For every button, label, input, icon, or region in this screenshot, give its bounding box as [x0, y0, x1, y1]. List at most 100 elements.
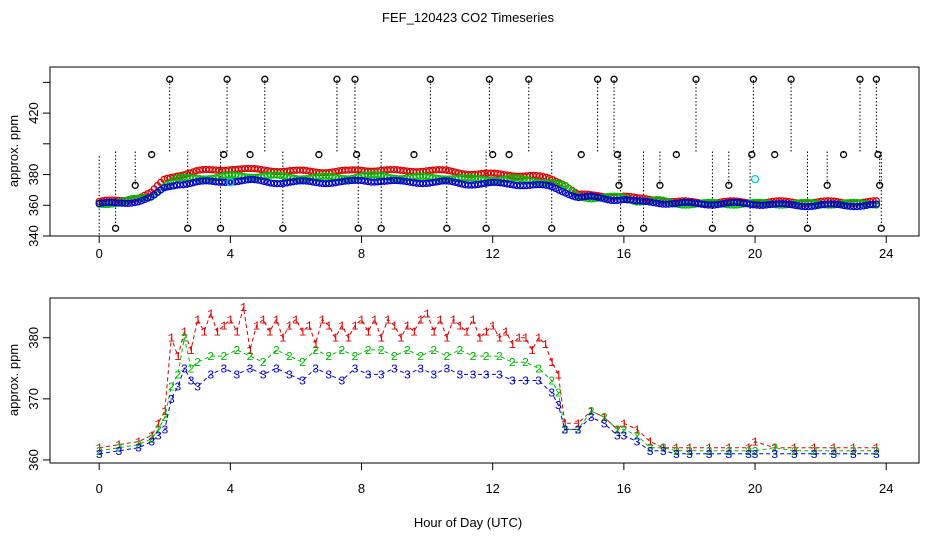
- bottom-point-label-1: 1: [115, 439, 122, 453]
- bottom-point-label-1: 1: [227, 313, 234, 327]
- bottom-point-label-1: 1: [437, 313, 444, 327]
- top-point-1: [306, 167, 314, 175]
- bottom-point-label-2: 2: [161, 411, 168, 425]
- bottom-point-label-3: 3: [207, 368, 214, 382]
- bottom-point-label-3: 3: [148, 436, 155, 450]
- bottom-point-label-3: 3: [135, 442, 142, 456]
- bottom-point-label-3: 3: [810, 448, 817, 462]
- bottom-point-label-3: 3: [338, 375, 345, 389]
- bottom-point-label-2: 2: [601, 411, 608, 425]
- top-plot-frame: [49, 66, 920, 237]
- bottom-point-label-2: 2: [391, 350, 398, 364]
- bottom-point-label-1: 1: [384, 313, 391, 327]
- spike-point: [639, 224, 648, 232]
- spike-point: [548, 224, 556, 232]
- top-panel: 0 4 8 12 16 20 24 340 360 380 420 approx. ppm: [6, 66, 920, 261]
- top-point-1: [302, 166, 311, 175]
- bottom-point-label-1: 1: [200, 326, 207, 340]
- spike-point: [351, 75, 359, 83]
- bottom-point-label-2: 2: [555, 387, 562, 401]
- spike-point: [749, 75, 758, 83]
- bottom-point-label-2: 2: [325, 350, 332, 364]
- top-x-tick-label: 0: [96, 246, 103, 261]
- bottom-point-label-2: 2: [660, 442, 667, 456]
- bottom-point-label-1: 1: [791, 442, 798, 456]
- bottom-line-2: [99, 337, 877, 452]
- bottom-point-label-3: 3: [791, 448, 798, 462]
- bottom-point-label-3: 3: [469, 368, 476, 382]
- bottom-point-label-1: 1: [443, 332, 450, 346]
- bottom-point-label-3: 3: [522, 375, 529, 389]
- top-point-3: [506, 180, 515, 189]
- bottom-point-label-1: 1: [404, 320, 411, 334]
- bottom-point-label-2: 2: [686, 445, 693, 459]
- top-point-3: [565, 190, 573, 199]
- bottom-point-label-1: 1: [660, 442, 667, 456]
- bottom-point-label-1: 1: [187, 344, 194, 358]
- bottom-point-label-1: 1: [325, 320, 332, 334]
- bottom-point-label-3: 3: [364, 368, 371, 382]
- bottom-point-label-1: 1: [646, 436, 653, 450]
- spike-point: [839, 150, 848, 159]
- spike-point: [482, 224, 490, 232]
- top-point-3: [587, 192, 596, 200]
- spike-point: [708, 224, 717, 232]
- bottom-point-label-1: 1: [587, 405, 594, 419]
- bottom-point-label-1: 1: [181, 326, 188, 340]
- top-point-3: [568, 192, 576, 200]
- top-point-3: [357, 176, 366, 185]
- bottom-point-label-1: 1: [496, 332, 503, 346]
- top-point-3: [688, 198, 696, 207]
- bottom-point-label-3: 3: [646, 445, 653, 459]
- bottom-point-label-1: 1: [240, 301, 247, 315]
- bottom-point-label-1: 1: [148, 430, 155, 444]
- bottom-point-label-2: 2: [207, 350, 214, 364]
- top-point-3: [454, 179, 463, 187]
- bottom-point-label-1: 1: [319, 313, 326, 327]
- bottom-point-label-2: 2: [148, 433, 155, 447]
- spike-point: [246, 150, 254, 159]
- top-point-3: [542, 181, 550, 189]
- bottom-point-label-1: 1: [194, 313, 201, 327]
- top-y-tick-label: 360: [26, 194, 41, 216]
- top-point-3: [234, 177, 243, 186]
- top-point-3: [448, 177, 456, 186]
- top-x-tick-label: 20: [748, 246, 762, 261]
- bottom-point-label-1: 1: [745, 442, 752, 456]
- bottom-point-label-1: 1: [135, 436, 142, 450]
- spike-point: [672, 150, 680, 159]
- bottom-point-label-2: 2: [286, 350, 293, 364]
- spike-point: [166, 75, 174, 83]
- spike-point: [803, 224, 812, 232]
- bottom-point-label-3: 3: [555, 399, 562, 413]
- top-point-3: [545, 182, 553, 190]
- bottom-x-tick-label: 20: [748, 481, 762, 496]
- bottom-point-label-3: 3: [378, 368, 385, 382]
- bottom-point-label-1: 1: [174, 350, 181, 364]
- top-point-2: [215, 173, 223, 181]
- bottom-point-label-3: 3: [233, 368, 240, 382]
- bottom-point-label-2: 2: [646, 442, 653, 456]
- bottom-point-label-3: 3: [260, 368, 267, 382]
- bottom-point-label-3: 3: [430, 368, 437, 382]
- top-point-3: [306, 177, 314, 186]
- bottom-point-label-2: 2: [548, 375, 555, 389]
- top-point-2: [471, 174, 479, 182]
- spike-point: [223, 75, 231, 83]
- bottom-point-label-2: 2: [620, 423, 627, 437]
- top-point-3: [140, 195, 149, 204]
- spike-point: [489, 150, 497, 159]
- top-point-3: [785, 200, 793, 208]
- bottom-point-label-3: 3: [115, 445, 122, 459]
- top-point-2: [380, 172, 388, 180]
- bottom-point-label-2: 2: [351, 350, 358, 364]
- top-point-2: [374, 171, 382, 179]
- top-point-1: [448, 167, 456, 175]
- bottom-point-label-1: 1: [364, 326, 371, 340]
- bottom-point-label-2: 2: [430, 344, 437, 358]
- bottom-point-label-1: 1: [430, 326, 437, 340]
- bottom-point-label-3: 3: [273, 362, 280, 376]
